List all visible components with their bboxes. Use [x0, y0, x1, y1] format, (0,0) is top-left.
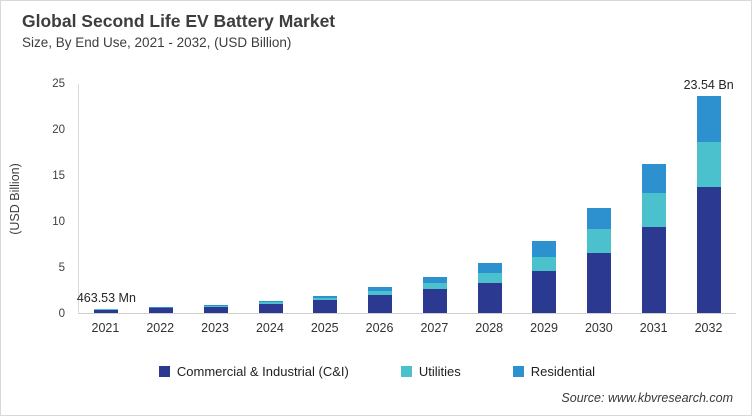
x-tick-2032: 2032: [694, 321, 723, 335]
legend: Commercial & Industrial (C&I) Utilities Re…: [1, 364, 752, 379]
bar-2022: [149, 307, 174, 313]
bar-2028: [477, 263, 502, 313]
y-axis: 0 5 10 15 20 25: [39, 78, 71, 320]
chart-subtitle: Size, By End Use, 2021 - 2032, (USD Bill…: [22, 35, 292, 50]
bar-segment-residential-2027: [422, 277, 447, 284]
bar-segment-utilities-2024: [258, 302, 283, 304]
bar-segment-residential-2023: [203, 304, 228, 306]
bar-slot-2029: [517, 84, 572, 313]
y-tick-10: 10: [52, 216, 65, 228]
x-tick-2022: 2022: [146, 321, 175, 335]
legend-label-residential: Residential: [530, 364, 596, 379]
bar-slot-2021: 463.53 Mn: [76, 84, 136, 313]
x-tick-2031: 2031: [639, 321, 668, 335]
bar-segment-residential-2025: [313, 295, 338, 298]
legend-entry-residential: Residential: [512, 364, 596, 379]
bar-segment-residential-2030: [587, 208, 612, 230]
x-tick-2030: 2030: [584, 321, 613, 335]
bar-segment-commercial-industrial-c-i-2023: [203, 306, 228, 313]
y-axis-title: (USD Billion): [8, 163, 22, 235]
bar-2024: [258, 300, 283, 313]
plot-area: 463.53 Mn 23.54 Bn: [76, 78, 736, 314]
bar-segment-utilities-2023: [203, 305, 228, 307]
bar-segment-residential-2028: [477, 263, 502, 274]
bar-2026: [368, 287, 393, 313]
bar-segment-residential-2029: [532, 241, 557, 257]
data-label-2032: 23.54 Bn: [683, 78, 734, 93]
x-tick-2029: 2029: [530, 321, 558, 335]
bar-segment-utilities-2029: [532, 256, 557, 271]
legend-label-utilities: Utilities: [418, 364, 461, 379]
source-text: Source: www.kbvresearch.com: [561, 391, 733, 405]
bar-segment-residential-2032: [696, 96, 721, 142]
bar-slot-2026: [353, 84, 408, 313]
bar-segment-utilities-2028: [477, 273, 502, 283]
bar-2025: [313, 295, 338, 313]
bar-segment-residential-2022: [149, 307, 174, 308]
bar-segment-commercial-industrial-c-i-2029: [532, 270, 557, 313]
bar-slot-2027: [408, 84, 463, 313]
data-label-2021: 463.53 Mn: [76, 290, 136, 305]
x-tick-2025: 2025: [310, 321, 339, 335]
y-tick-25: 25: [52, 78, 65, 90]
legend-entry-commercial-industrial-c-i: Commercial & Industrial (C&I): [158, 364, 349, 379]
y-tick-20: 20: [52, 124, 65, 136]
x-axis: 2021 2022 2023 2024 2025 2026 2027 2028 2029 2030…: [78, 321, 736, 335]
x-tick-2026: 2026: [365, 321, 394, 335]
bar-segment-commercial-industrial-c-i-2030: [587, 253, 612, 313]
y-tick-5: 5: [58, 262, 65, 274]
bar-segment-commercial-industrial-c-i-2026: [368, 294, 393, 313]
bar-2030: [587, 208, 612, 313]
bar-segment-commercial-industrial-c-i-2022: [149, 308, 174, 313]
bar-segment-commercial-industrial-c-i-2021: [94, 309, 119, 313]
x-tick-2023: 2023: [201, 321, 229, 335]
bar-2029: [532, 241, 557, 313]
bar-segment-utilities-2031: [641, 193, 666, 227]
bar-slot-2032: 23.54 Bn: [681, 78, 736, 313]
bar-segment-commercial-industrial-c-i-2032: [696, 186, 721, 313]
bar-2021: [94, 308, 119, 313]
legend-entry-utilities: Utilities: [400, 364, 461, 379]
bar-segment-commercial-industrial-c-i-2028: [477, 282, 502, 313]
legend-swatch-commercial-industrial-c-i: [158, 366, 170, 377]
bar-segment-utilities-2026: [368, 290, 393, 295]
bar-segment-commercial-industrial-c-i-2024: [258, 303, 283, 313]
bar-2031: [641, 163, 666, 313]
bar-segment-utilities-2025: [313, 297, 338, 301]
x-tick-2027: 2027: [420, 321, 449, 335]
bar-2032: [696, 96, 721, 313]
bar-slot-2028: [462, 84, 517, 313]
bar-segment-utilities-2027: [422, 283, 447, 290]
y-tick-0: 0: [58, 308, 65, 320]
bar-slot-2023: [189, 84, 244, 313]
y-tick-15: 15: [52, 170, 65, 182]
legend-swatch-residential: [512, 366, 524, 377]
bar-segment-residential-2024: [258, 300, 283, 303]
bar-segment-utilities-2022: [149, 307, 174, 309]
bar-segment-utilities-2032: [696, 141, 721, 187]
bar-2023: [203, 304, 228, 313]
bar-2027: [422, 277, 447, 313]
bar-slot-2024: [243, 84, 298, 313]
bar-segment-utilities-2030: [587, 229, 612, 254]
x-tick-2024: 2024: [255, 321, 284, 335]
legend-label-commercial-industrial-c-i: Commercial & Industrial (C&I): [176, 364, 349, 379]
bar-slot-2022: [134, 84, 189, 313]
legend-swatch-utilities: [400, 366, 412, 377]
x-tick-2021: 2021: [91, 321, 120, 335]
chart-title: Global Second Life EV Battery Market: [22, 11, 336, 31]
x-tick-2028: 2028: [475, 321, 504, 335]
bar-segment-commercial-industrial-c-i-2027: [422, 289, 447, 313]
bar-slot-2030: [572, 84, 627, 313]
bar-segment-commercial-industrial-c-i-2025: [313, 300, 338, 313]
bar-slot-2031: [627, 84, 682, 313]
bar-segment-commercial-industrial-c-i-2031: [641, 226, 666, 313]
bar-segment-residential-2026: [368, 287, 393, 291]
bar-slot-2025: [298, 84, 353, 313]
bar-segment-residential-2031: [641, 163, 666, 194]
